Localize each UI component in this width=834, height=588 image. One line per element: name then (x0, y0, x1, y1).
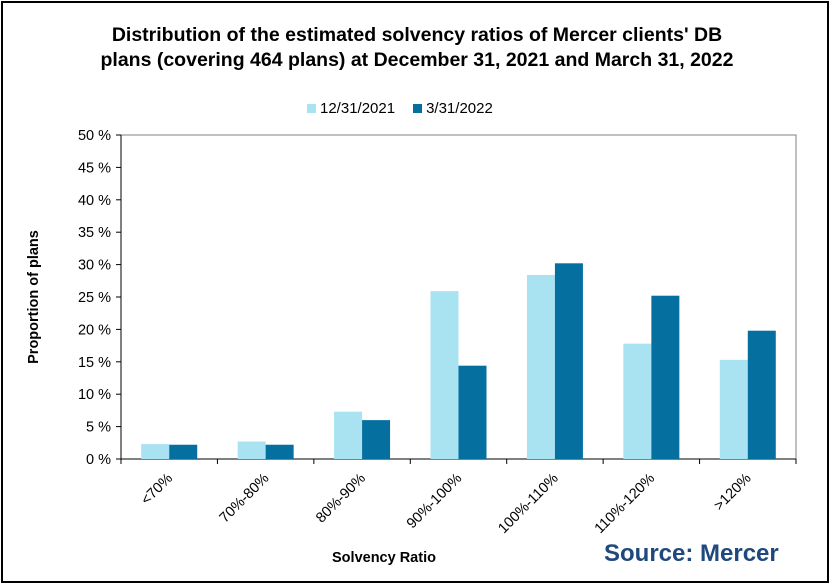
bar-series-1 (719, 359, 748, 459)
legend-label-series-2: 3/31/2022 (426, 100, 493, 117)
x-tick-label: 110%-120% (592, 470, 658, 536)
chart-title-line1: Distribution of the estimated solvency r… (111, 24, 723, 46)
legend-item-series-2: 3/31/2022 (413, 100, 493, 117)
y-tick-label: 15 % (78, 355, 111, 371)
x-axis-label: Solvency Ratio (332, 550, 436, 566)
x-tick-label: 70%-80% (217, 470, 273, 526)
legend-item-series-1: 12/31/2021 (307, 100, 395, 117)
x-tick-label: >120% (711, 470, 755, 514)
legend: 12/31/2021 3/31/2022 (307, 100, 511, 117)
y-tick-label: 25 % (78, 290, 111, 306)
legend-label-series-1: 12/31/2021 (320, 100, 396, 117)
source-label: Source: Mercer (604, 540, 779, 567)
chart-title-line2: plans (covering 464 plans) at December 3… (100, 49, 734, 71)
bar-series-2 (169, 444, 198, 459)
bar-series-1 (141, 444, 170, 459)
x-tick-label: 100%-110% (495, 470, 561, 536)
y-axis: 0 % 5 % 10 % 15 % 20 % 25 % 30 % 35 % 40 % 45 % 50… (78, 128, 122, 468)
legend-swatch-series-2 (413, 104, 423, 113)
bar-series-1 (526, 274, 555, 459)
x-tick-label: 80%-90% (313, 470, 369, 526)
bar-series-1 (430, 291, 459, 459)
y-tick-label: 0 % (86, 452, 111, 468)
y-tick-label: 35 % (78, 225, 111, 241)
y-tick-label: 45 % (78, 160, 111, 176)
y-axis-label: Proportion of plans (26, 230, 42, 364)
bar-series-1 (334, 411, 363, 459)
bar-series-2 (458, 365, 487, 459)
y-tick-label: 20 % (78, 322, 111, 338)
y-tick-label: 40 % (78, 193, 111, 209)
y-tick-label: 50 % (78, 128, 111, 144)
bars (141, 263, 776, 459)
x-tick-label: 90%-100% (404, 470, 466, 532)
y-tick-label: 5 % (86, 420, 111, 436)
x-tick-label: <70% (138, 470, 176, 508)
x-axis: <70% 70%-80% 80%-90% 90%-100% 100%-110% 110%-… (120, 458, 797, 537)
legend-swatch-series-1 (307, 104, 316, 113)
bar-series-2 (265, 444, 294, 459)
bar-series-2 (651, 295, 680, 459)
bar-series-2 (362, 420, 391, 459)
y-tick-label: 30 % (78, 258, 111, 274)
bar-series-2 (747, 330, 776, 459)
y-tick-label: 10 % (78, 387, 111, 403)
bar-series-1 (237, 441, 266, 459)
bar-series-2 (554, 263, 583, 459)
bar-series-1 (623, 343, 652, 459)
